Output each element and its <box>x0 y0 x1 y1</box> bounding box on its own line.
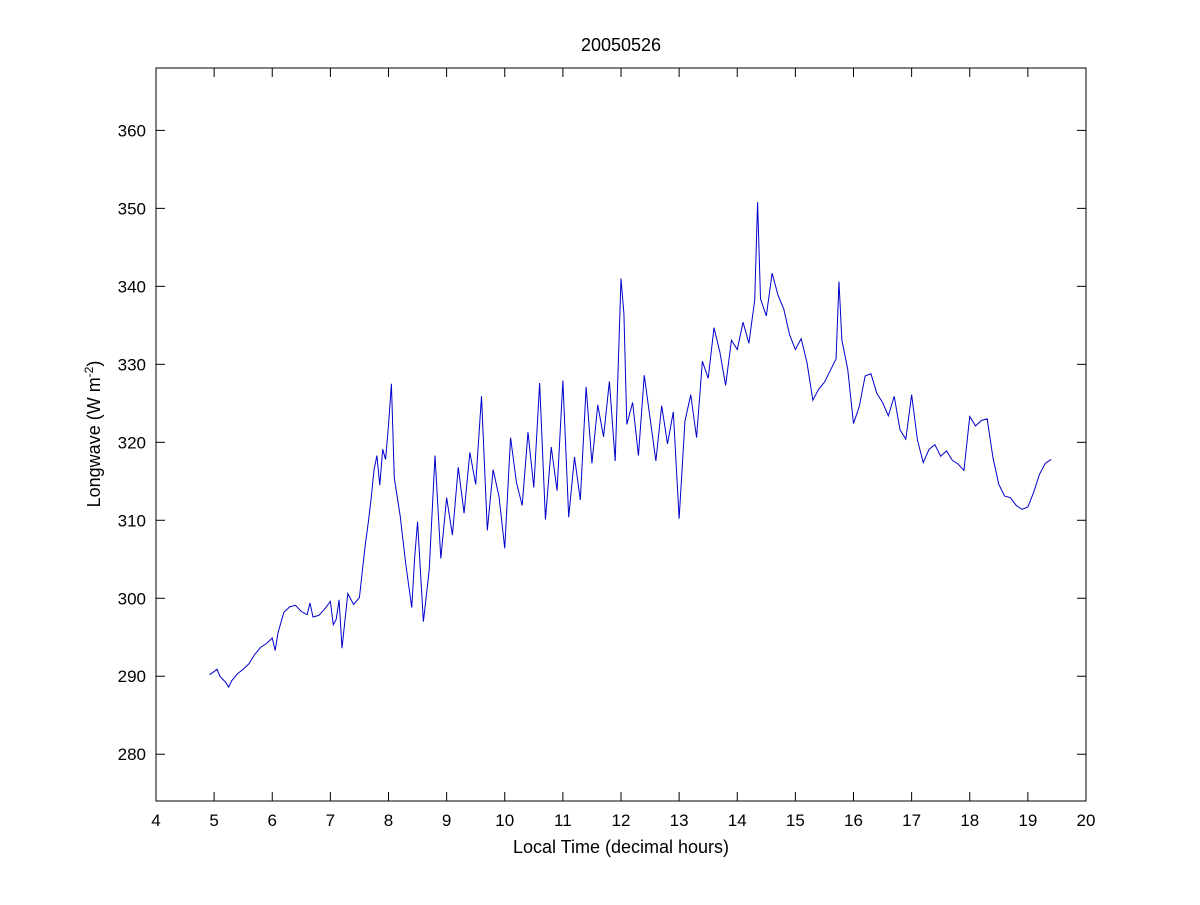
y-axis-label-end: ) <box>84 361 104 367</box>
x-tick-label: 20 <box>1077 811 1096 830</box>
x-tick-label: 10 <box>495 811 514 830</box>
series-line <box>209 202 1052 689</box>
x-tick-label: 4 <box>151 811 160 830</box>
y-tick-label: 310 <box>118 511 146 530</box>
x-tick-label: 12 <box>612 811 631 830</box>
y-axis-label-superscript: -2 <box>82 366 96 377</box>
x-tick-label: 6 <box>268 811 277 830</box>
x-tick-label: 11 <box>554 811 572 830</box>
x-tick-label: 9 <box>442 811 451 830</box>
y-tick-label: 280 <box>118 745 146 764</box>
y-axis-label-main: Longwave (W m <box>84 377 104 507</box>
x-tick-label: 14 <box>728 811 747 830</box>
x-tick-label: 7 <box>326 811 335 830</box>
x-tick-label: 15 <box>786 811 805 830</box>
x-tick-label: 16 <box>844 811 863 830</box>
y-tick-label: 330 <box>118 355 146 374</box>
x-tick-label: 13 <box>670 811 689 830</box>
y-tick-label: 300 <box>118 589 146 608</box>
x-tick-label: 5 <box>209 811 218 830</box>
x-tick-label: 18 <box>960 811 979 830</box>
y-tick-label: 360 <box>118 121 146 140</box>
chart-title: 20050526 <box>581 35 661 55</box>
plot-area <box>155 67 1087 802</box>
y-tick-label: 350 <box>118 199 146 218</box>
x-axis-label: Local Time (decimal hours) <box>513 837 729 857</box>
y-tick-label: 320 <box>118 433 146 452</box>
y-axis-label: Longwave (W m-2) <box>82 361 104 508</box>
y-tick-label: 290 <box>118 667 146 686</box>
x-tick-label: 19 <box>1018 811 1037 830</box>
tick-labels: 4 5 6 7 8 9 10 11 12 13 14 15 16 17 18 19 20 280 290 300 310… <box>118 121 1096 830</box>
y-tick-label: 340 <box>118 277 146 296</box>
x-tick-label: 8 <box>384 811 393 830</box>
ticks <box>155 68 1087 801</box>
x-tick-label: 17 <box>902 811 921 830</box>
